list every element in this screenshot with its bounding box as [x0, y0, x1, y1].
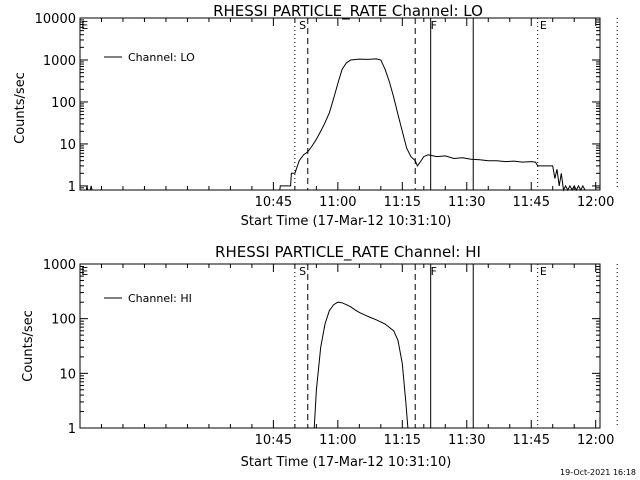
y-tick-label: 1000: [43, 54, 76, 69]
x-tick-label: 11:45: [513, 433, 550, 448]
x-tick-label: 10:45: [255, 433, 292, 448]
y-axis-label: Counts/sec: [13, 72, 28, 144]
y-tick-label: 100: [51, 96, 76, 111]
legend-label: Channel: HI: [128, 292, 192, 305]
event-marker-label: S: [299, 19, 306, 32]
x-tick-label: 10:45: [255, 195, 292, 210]
plot-frame: [79, 17, 601, 191]
legend-label: Channel: LO: [128, 51, 195, 64]
x-tick-label: 12:00: [577, 433, 614, 448]
y-tick-label: 1000: [43, 258, 76, 273]
x-tick-label: 11:30: [448, 433, 485, 448]
event-marker-label: E: [540, 265, 547, 278]
x-tick-label: 11:45: [513, 195, 550, 210]
x-tick-label: 11:15: [384, 195, 421, 210]
x-tick-label: 12:00: [577, 195, 614, 210]
x-tick-label: 11:15: [384, 433, 421, 448]
chart-title: RHESSI PARTICLE_RATE Channel: HI: [215, 243, 481, 262]
y-tick-label: 1: [68, 422, 76, 437]
x-tick-label: 11:00: [319, 433, 356, 448]
panel-lo: RHESSI PARTICLE_RATE Channel: LO Counts/…: [13, 2, 618, 229]
event-marker-label: E: [81, 19, 88, 32]
y-tick-label: 1: [68, 180, 76, 195]
event-marker-label: E: [540, 19, 547, 32]
event-marker-label: E: [81, 265, 88, 278]
event-marker-label: F: [431, 265, 437, 278]
y-tick-label: 10000: [35, 12, 76, 27]
plot-frame: [79, 263, 601, 429]
event-marker-label: S: [299, 265, 306, 278]
x-axis-label: Start Time (17-Mar-12 10:31:10): [241, 214, 452, 229]
y-tick-label: 10: [59, 367, 76, 382]
series-line: [312, 301, 410, 429]
chart-title: RHESSI PARTICLE_RATE Channel: LO: [213, 2, 483, 21]
timestamp: 19-Oct-2021 16:18: [560, 468, 636, 477]
y-axis-label: Counts/sec: [21, 310, 36, 382]
x-axis-label: Start Time (17-Mar-12 10:31:10): [241, 455, 452, 470]
panel-hi: RHESSI PARTICLE_RATE Channel: HI Counts/…: [21, 243, 618, 470]
y-tick-label: 100: [51, 313, 76, 328]
y-tick-label: 10: [59, 138, 76, 153]
x-tick-label: 11:00: [319, 195, 356, 210]
event-marker-label: F: [431, 19, 437, 32]
x-tick-label: 11:30: [448, 195, 485, 210]
series-line: [80, 58, 601, 192]
